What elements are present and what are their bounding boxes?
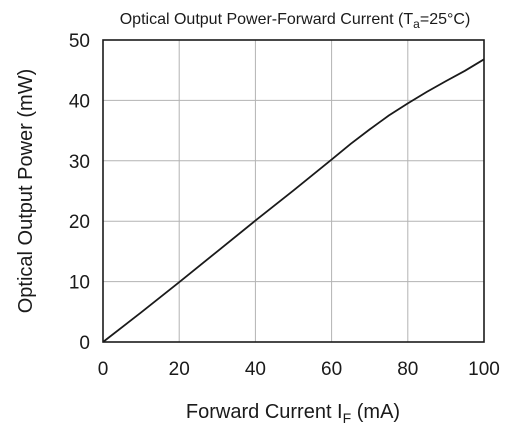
x-tick-label: 100 bbox=[468, 359, 500, 380]
y-tick-label: 50 bbox=[69, 31, 90, 52]
grid bbox=[103, 40, 484, 342]
x-tick-label: 80 bbox=[397, 359, 418, 380]
x-axis-title-subscript: F bbox=[343, 410, 352, 426]
x-axis-title: Forward Current IF (mA) bbox=[186, 401, 400, 426]
y-tick-labels: 0 10 20 30 40 50 bbox=[69, 31, 90, 354]
y-tick-label: 20 bbox=[69, 212, 90, 233]
chart-title-suffix: =25°C) bbox=[420, 11, 470, 28]
x-axis-title-suffix: (mA) bbox=[351, 401, 400, 423]
x-tick-label: 20 bbox=[169, 359, 190, 380]
y-tick-label: 10 bbox=[69, 273, 90, 294]
chart-title-subscript: a bbox=[413, 17, 420, 31]
x-axis-title-prefix: Forward Current I bbox=[186, 401, 343, 423]
x-tick-label: 40 bbox=[245, 359, 266, 380]
y-tick-label: 40 bbox=[69, 91, 90, 112]
x-tick-label: 60 bbox=[321, 359, 342, 380]
x-tick-labels: 0 20 40 60 80 100 bbox=[98, 359, 500, 380]
y-tick-label: 0 bbox=[79, 333, 90, 354]
chart-title-prefix: Optical Output Power-Forward Current (T bbox=[120, 11, 414, 28]
plot-frame bbox=[102, 39, 485, 343]
y-tick-label: 30 bbox=[69, 152, 90, 173]
chart-title: Optical Output Power-Forward Current (Ta… bbox=[120, 11, 471, 31]
y-axis-title: Optical Output Power (mW) bbox=[15, 69, 37, 314]
x-tick-label: 0 bbox=[98, 359, 109, 380]
series-line bbox=[102, 58, 485, 343]
